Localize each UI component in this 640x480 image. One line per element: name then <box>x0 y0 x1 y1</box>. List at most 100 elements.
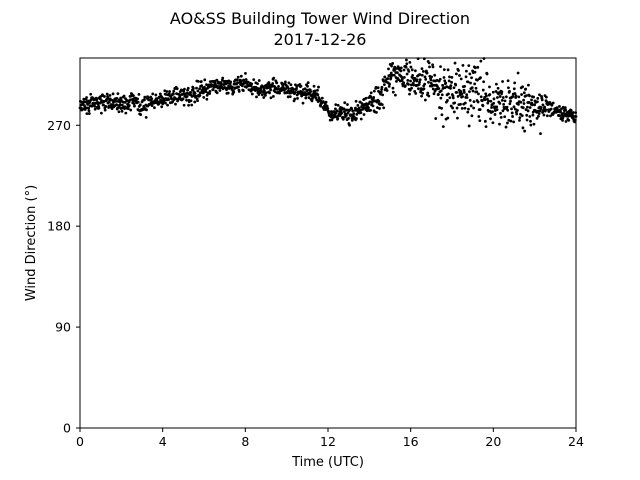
data-point <box>193 100 197 104</box>
data-point <box>292 88 296 91</box>
data-point <box>387 67 390 71</box>
data-point <box>420 67 424 71</box>
data-point <box>410 68 414 72</box>
data-point <box>531 103 534 107</box>
data-point <box>468 98 472 102</box>
data-point <box>271 82 275 85</box>
data-point <box>87 112 91 115</box>
data-point <box>508 89 511 93</box>
data-point <box>185 98 188 102</box>
data-point <box>196 99 199 103</box>
data-point <box>205 93 209 97</box>
data-point <box>365 109 369 113</box>
data-point <box>137 93 141 96</box>
data-point <box>122 94 126 98</box>
data-point <box>160 105 164 109</box>
data-point <box>438 77 442 81</box>
data-point <box>555 106 559 109</box>
data-point <box>336 116 340 120</box>
data-point <box>408 88 412 92</box>
data-point <box>305 88 309 92</box>
data-point <box>420 94 423 98</box>
data-point <box>272 76 276 80</box>
data-point <box>466 110 470 114</box>
data-point <box>501 96 505 99</box>
data-point <box>506 79 510 83</box>
data-point <box>441 83 445 87</box>
chart-title: AO&SS Building Tower Wind Direction <box>170 9 470 28</box>
data-point <box>339 109 343 113</box>
data-point <box>409 65 413 69</box>
data-point <box>500 98 504 102</box>
data-point <box>522 91 526 95</box>
data-point <box>424 77 428 81</box>
data-point <box>418 80 421 84</box>
data-point <box>346 111 350 115</box>
data-point <box>447 79 451 83</box>
data-point <box>219 82 223 86</box>
data-point <box>517 102 520 106</box>
data-point <box>145 108 148 112</box>
data-point <box>481 88 485 92</box>
data-point <box>541 103 545 107</box>
data-point <box>470 76 473 80</box>
data-point <box>562 114 565 118</box>
data-point <box>408 92 411 96</box>
data-point <box>427 94 431 98</box>
data-point <box>542 113 546 117</box>
data-point <box>198 93 202 97</box>
data-point <box>239 74 243 78</box>
data-point <box>559 109 562 113</box>
data-point <box>139 113 143 116</box>
data-point <box>537 112 541 115</box>
data-point <box>350 107 354 110</box>
data-point <box>316 93 320 97</box>
data-point <box>244 78 248 81</box>
data-point <box>432 83 436 87</box>
data-point <box>456 116 459 120</box>
data-point <box>446 116 450 120</box>
chart-subtitle: 2017-12-26 <box>274 30 367 49</box>
data-point <box>178 94 182 98</box>
data-point <box>421 91 425 95</box>
data-point <box>519 100 523 104</box>
data-point <box>383 75 387 79</box>
data-point <box>465 93 469 97</box>
data-point <box>260 93 264 97</box>
data-point <box>342 107 346 111</box>
data-point <box>564 120 568 123</box>
data-point <box>319 104 322 108</box>
data-point <box>483 119 487 123</box>
data-point <box>481 104 485 108</box>
data-point <box>516 71 520 75</box>
data-point <box>132 102 136 106</box>
data-point <box>124 111 128 115</box>
data-point <box>532 122 536 126</box>
data-point <box>166 103 169 107</box>
data-point <box>480 99 484 103</box>
data-point <box>410 86 413 90</box>
x-tick-label: 8 <box>241 434 249 449</box>
data-point <box>472 106 476 110</box>
data-point <box>334 107 337 111</box>
data-point <box>306 81 310 85</box>
data-point <box>380 103 384 107</box>
data-point <box>271 94 275 98</box>
data-point <box>299 84 303 88</box>
data-point <box>342 110 346 114</box>
data-point <box>448 75 451 79</box>
data-point <box>89 92 93 96</box>
data-point <box>85 112 89 116</box>
data-point <box>127 104 131 107</box>
data-point <box>313 89 317 93</box>
data-point <box>484 94 488 98</box>
data-point <box>486 101 490 105</box>
data-point <box>382 83 386 86</box>
data-point <box>417 87 420 91</box>
data-point <box>354 99 358 103</box>
data-point <box>85 96 88 99</box>
data-point <box>246 80 250 84</box>
data-point <box>97 106 101 110</box>
data-point <box>503 115 507 119</box>
data-point <box>458 74 461 77</box>
